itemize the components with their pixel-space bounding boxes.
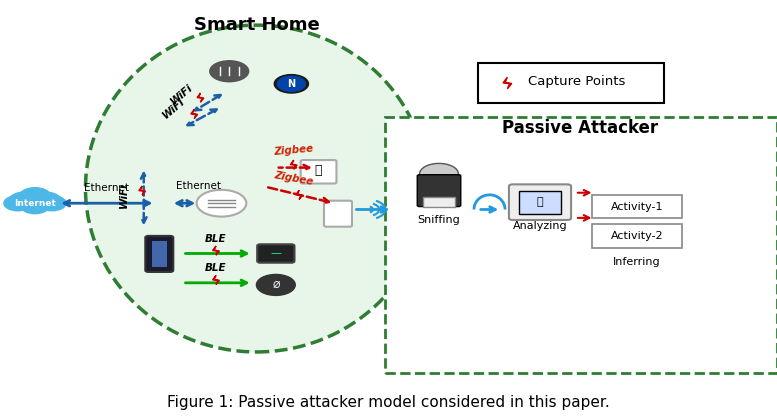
Text: BLE: BLE xyxy=(205,263,227,273)
FancyBboxPatch shape xyxy=(592,195,682,218)
Circle shape xyxy=(277,76,305,91)
FancyBboxPatch shape xyxy=(324,201,352,227)
Circle shape xyxy=(19,188,51,204)
Text: WiFi: WiFi xyxy=(161,97,187,121)
Polygon shape xyxy=(503,77,512,89)
Polygon shape xyxy=(213,275,219,285)
Text: WiFi: WiFi xyxy=(120,182,129,208)
FancyBboxPatch shape xyxy=(478,63,664,103)
Text: Figure 1: Passive attacker model considered in this paper.: Figure 1: Passive attacker model conside… xyxy=(167,395,610,410)
Text: Analyzing: Analyzing xyxy=(513,221,567,231)
Text: N: N xyxy=(287,79,295,89)
Polygon shape xyxy=(197,93,204,102)
Polygon shape xyxy=(296,190,302,199)
Text: Ethernet: Ethernet xyxy=(84,183,129,193)
Text: Zigbee: Zigbee xyxy=(274,171,314,187)
Text: ⓔ: ⓔ xyxy=(315,164,322,177)
Circle shape xyxy=(4,196,32,211)
FancyBboxPatch shape xyxy=(423,197,455,207)
Polygon shape xyxy=(213,246,219,255)
Text: Sniffing: Sniffing xyxy=(417,215,461,225)
Circle shape xyxy=(21,199,49,214)
FancyBboxPatch shape xyxy=(152,241,167,267)
Circle shape xyxy=(197,190,246,217)
Text: Activity-2: Activity-2 xyxy=(611,231,664,241)
FancyBboxPatch shape xyxy=(257,244,294,263)
Polygon shape xyxy=(139,186,145,195)
Polygon shape xyxy=(291,160,297,169)
FancyBboxPatch shape xyxy=(592,224,682,248)
Polygon shape xyxy=(191,109,197,119)
Text: BLE: BLE xyxy=(205,234,227,244)
Text: —: — xyxy=(270,248,281,259)
Circle shape xyxy=(27,192,61,210)
FancyBboxPatch shape xyxy=(519,191,561,214)
FancyBboxPatch shape xyxy=(145,236,173,272)
Text: Ethernet: Ethernet xyxy=(176,181,221,191)
FancyBboxPatch shape xyxy=(385,117,777,373)
Text: Smart Home: Smart Home xyxy=(193,16,319,34)
FancyBboxPatch shape xyxy=(417,175,461,207)
Text: Internet: Internet xyxy=(14,199,56,208)
Text: 📊: 📊 xyxy=(537,197,543,207)
Ellipse shape xyxy=(85,25,427,352)
Circle shape xyxy=(210,61,249,82)
Text: Capture Points: Capture Points xyxy=(528,75,625,88)
Text: Zigbee: Zigbee xyxy=(274,144,314,157)
Text: WiFi: WiFi xyxy=(169,82,195,106)
Text: Activity-1: Activity-1 xyxy=(611,202,664,212)
Text: Passive Attacker: Passive Attacker xyxy=(503,119,658,137)
Circle shape xyxy=(420,163,458,184)
Circle shape xyxy=(38,196,66,211)
FancyBboxPatch shape xyxy=(301,160,336,184)
Circle shape xyxy=(9,192,43,210)
Text: ⌀: ⌀ xyxy=(272,278,280,292)
Circle shape xyxy=(274,75,308,93)
Text: Inferring: Inferring xyxy=(613,257,661,267)
Circle shape xyxy=(256,274,295,295)
FancyBboxPatch shape xyxy=(509,184,571,220)
